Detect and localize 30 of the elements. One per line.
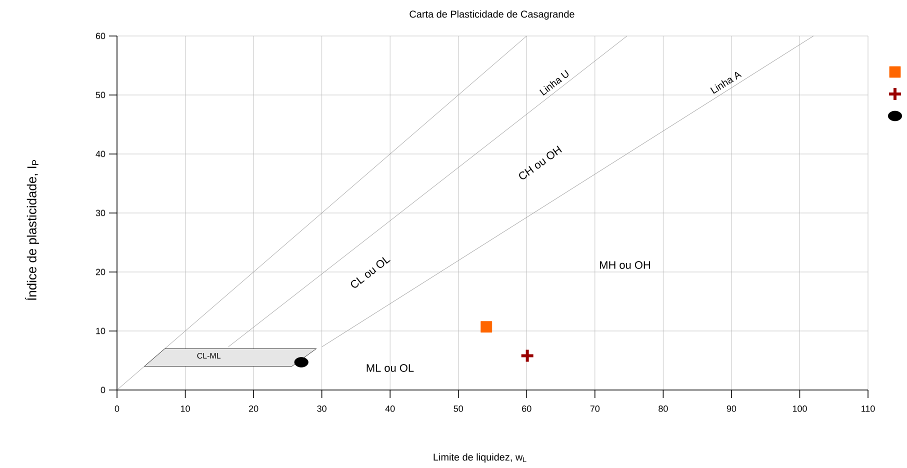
x-tick-label: 10 — [180, 406, 190, 412]
annotation: CH ou OH — [519, 146, 562, 180]
y-tick-label: 20 — [96, 268, 106, 276]
x-tick-label: 40 — [385, 406, 395, 412]
y-axis-title: Índice de plasticidade, I$_{P}$ — [25, 160, 39, 300]
x-tick-label: 30 — [317, 406, 326, 412]
y-tick-label: 30 — [96, 210, 106, 216]
annotation: CL ou OL — [350, 257, 391, 288]
point — [294, 357, 308, 368]
point — [520, 348, 535, 364]
text: Linha A — [710, 72, 742, 94]
y-tick-label: 0 — [100, 386, 106, 394]
x-axis-title: Limite de liquidez, w$_{L}$ — [434, 453, 526, 463]
x-tick-label: 50 — [454, 406, 464, 412]
x-tick-label: 80 — [658, 406, 668, 412]
x-tick-label: 20 — [249, 406, 258, 412]
x-tick-label: 110 — [862, 406, 875, 412]
y-tick-label: 60 — [96, 32, 106, 40]
annotation: MH ou OH — [600, 261, 650, 269]
y-tick-label: 40 — [96, 150, 106, 158]
y-tick-label: 10 — [96, 328, 106, 334]
x-tick-label: 0 — [114, 406, 120, 412]
x-tick-label: 60 — [522, 406, 532, 412]
chart-title: Carta de Plasticidade de Casagrande — [410, 10, 574, 20]
point — [480, 321, 492, 333]
annotation: ML ou OL — [366, 364, 414, 372]
y-tick-label: 50 — [96, 92, 106, 98]
x-tick-label: 100 — [792, 406, 807, 412]
x-tick-label: 90 — [726, 406, 736, 412]
x-tick-label: 70 — [590, 406, 600, 412]
